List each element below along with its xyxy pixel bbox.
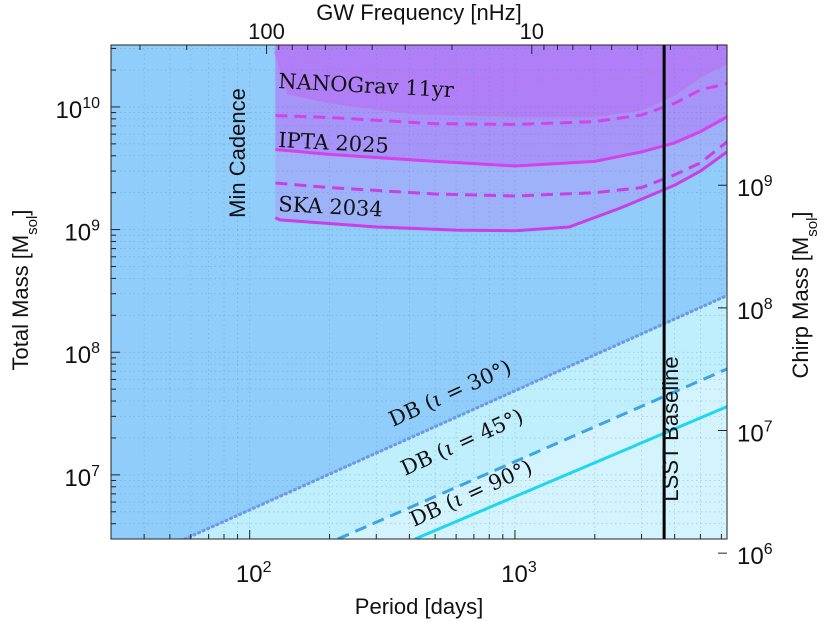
x-tick-label: 102: [236, 559, 272, 588]
x-tick-label: 103: [501, 559, 537, 588]
y-tick-label: 109: [64, 218, 100, 247]
right-tick-label: 107: [737, 419, 773, 448]
db-90-line: [414, 405, 727, 539]
pta-solid-0: [273, 50, 727, 118]
x-tick-label-exp: 2: [263, 559, 272, 576]
pta-dashed-0: [288, 45, 722, 82]
top-tick-label: 100: [248, 19, 285, 44]
x-tick-label-base: 10: [236, 561, 263, 588]
plot-frame: [110, 44, 728, 540]
x-tick-label-base: 10: [501, 561, 528, 588]
right-tick-label-base: 10: [737, 421, 764, 448]
pta-solid-2: [274, 150, 727, 233]
pta-dashed-2: [275, 140, 727, 198]
db-45-label: DB (ι = 45°): [397, 404, 527, 480]
right-tick-label-exp: 8: [764, 296, 773, 313]
y-tick-label: 107: [64, 463, 100, 492]
x-axis-label: Period [days]: [355, 594, 483, 619]
right-tick-label-base: 10: [737, 298, 764, 325]
right-tick-label: 109: [737, 173, 773, 202]
db-lines: [183, 293, 727, 539]
right-tick-label: 108: [737, 296, 773, 325]
top-tick-label: 10: [520, 19, 544, 44]
y-tick-label-base: 10: [64, 342, 91, 369]
y-tick-label-exp: 9: [91, 218, 100, 235]
y-tick-label-exp: 7: [91, 463, 100, 480]
right-tick-label-base: 10: [737, 543, 764, 570]
y-tick-label-base: 10: [56, 97, 83, 124]
right-tick-label: 106: [737, 541, 773, 570]
pta-curves: [273, 45, 727, 233]
y-axis-label: Total Mass [Msol]: [8, 209, 41, 370]
x-tick-label-exp: 3: [528, 559, 537, 576]
y-tick-label: 108: [64, 340, 100, 369]
pta-label-2: SKA 2034: [278, 192, 384, 221]
y-tick-label-base: 10: [64, 220, 91, 247]
db-45-line: [337, 367, 727, 539]
y-tick-label-exp: 8: [91, 340, 100, 357]
axis-ticks: [110, 45, 727, 554]
right-tick-label-exp: 9: [764, 173, 773, 190]
right-tick-label-exp: 7: [764, 419, 773, 436]
y-tick-label: 1010: [56, 95, 101, 124]
pta-solid-1: [275, 115, 727, 168]
grid-lines: [111, 45, 727, 539]
pta-dashed-1: [275, 82, 727, 126]
lsst-baseline-label: LSST Baseline: [658, 356, 683, 501]
pta-label-1: IPTA 2025: [278, 128, 390, 158]
y-tick-label-base: 10: [64, 465, 91, 492]
y-tick-label-exp: 10: [82, 95, 100, 112]
min-cadence-label: Min Cadence: [225, 88, 250, 218]
right-tick-label-base: 10: [737, 175, 764, 202]
right-axis-label: Chirp Mass [Msol]: [788, 211, 821, 378]
top-axis-label: GW Frequency [nHz]: [316, 0, 521, 25]
db-30-line: [183, 293, 727, 539]
right-tick-label-exp: 6: [764, 541, 773, 558]
